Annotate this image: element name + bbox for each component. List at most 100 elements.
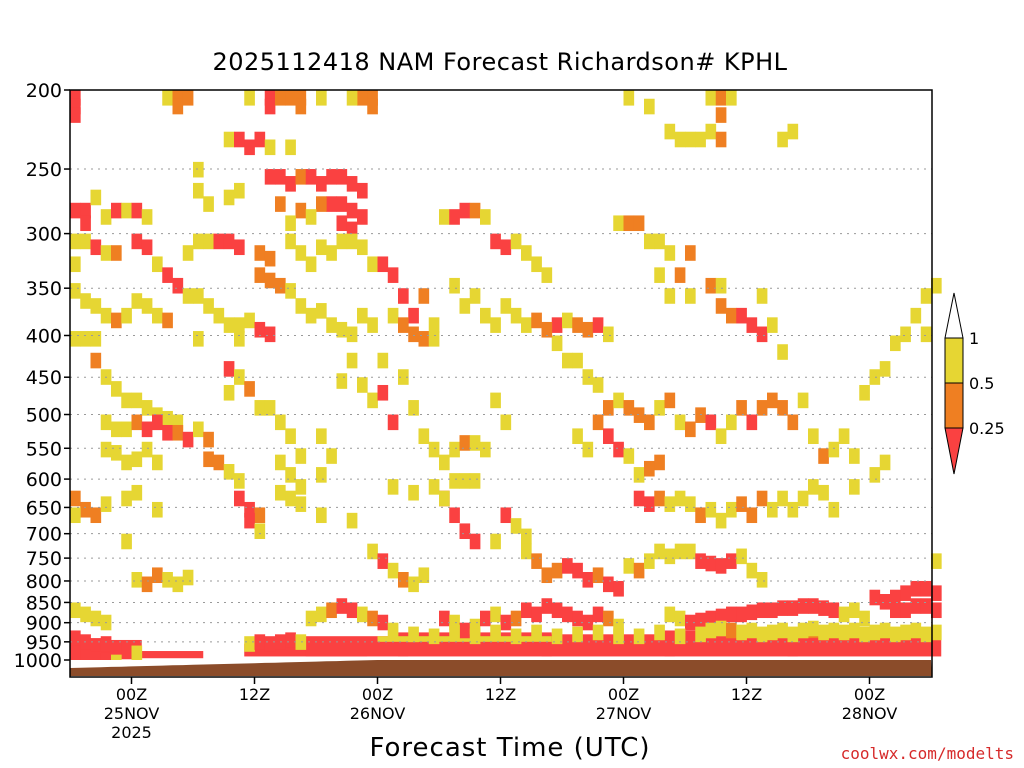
heatmap-cell	[408, 626, 419, 643]
heatmap-cell	[695, 626, 706, 643]
heatmap-cell	[275, 90, 286, 106]
heatmap-cell	[818, 624, 829, 641]
heatmap-cell	[428, 441, 440, 458]
x-tick-label: 00Z	[608, 685, 639, 704]
heatmap-cell	[439, 454, 450, 471]
heatmap-cell	[879, 361, 891, 377]
heatmap-cell	[152, 256, 163, 273]
credit-link[interactable]: coolwx.com/modelts	[840, 744, 1014, 763]
heatmap-cell	[295, 448, 307, 464]
heatmap-cell	[70, 90, 81, 106]
heatmap-cell	[305, 610, 317, 627]
heatmap-cell	[500, 298, 512, 314]
heatmap-cell	[551, 628, 563, 645]
heatmap-cell	[172, 277, 184, 294]
heatmap-cell	[510, 233, 522, 250]
heatmap-cell	[469, 288, 481, 304]
heatmap-cell	[100, 652, 112, 660]
y-tick-label: 1000	[14, 650, 62, 672]
x-tick-label: 12Z	[239, 685, 270, 704]
heatmap-cell	[449, 624, 460, 641]
heatmap-cell	[193, 161, 204, 178]
heatmap-cell	[838, 606, 850, 623]
heatmap-cell	[100, 307, 112, 324]
heatmap-cell	[818, 448, 829, 464]
heatmap-cell	[182, 288, 194, 304]
heatmap-cell	[736, 606, 747, 623]
heatmap-cell	[70, 202, 81, 219]
heatmap-cell	[398, 572, 409, 588]
heatmap-cell	[223, 361, 235, 377]
heatmap-cell	[223, 464, 235, 480]
heatmap-cell	[285, 176, 296, 192]
heatmap-cell	[285, 490, 296, 507]
legend-swatch	[944, 382, 964, 429]
heatmap-cell	[70, 283, 81, 299]
heatmap-cell	[644, 553, 655, 569]
heatmap-cell	[695, 131, 706, 148]
y-tick-label: 850	[26, 592, 62, 614]
heatmap-cell	[111, 245, 122, 261]
heatmap-cell	[131, 202, 143, 219]
heatmap-cell	[387, 267, 399, 283]
heatmap-cell	[920, 288, 932, 304]
heatmap-cell	[70, 490, 81, 507]
heatmap-cell	[592, 414, 604, 431]
heatmap-cell	[890, 335, 901, 352]
heatmap-cell	[203, 298, 214, 314]
heatmap-cell	[654, 233, 665, 250]
heatmap-cell	[531, 553, 542, 569]
heatmap-cell	[193, 182, 204, 199]
heatmap-cell	[223, 131, 235, 148]
heatmap-cell	[644, 233, 655, 250]
heatmap-cell	[367, 610, 378, 627]
heatmap-cell	[613, 580, 624, 597]
heatmap-cell	[510, 518, 522, 534]
heatmap-cell	[367, 543, 378, 560]
heatmap-cell	[500, 507, 512, 524]
heatmap-cell	[931, 277, 942, 294]
heatmap-cell	[777, 622, 788, 639]
heatmap-cell	[244, 381, 255, 397]
heatmap-cell	[654, 490, 665, 507]
heatmap-cell	[849, 622, 860, 639]
heatmap-cell	[797, 622, 809, 639]
heatmap-cell	[131, 414, 143, 431]
heatmap-cell	[746, 604, 758, 621]
heatmap-cell	[141, 209, 153, 225]
heatmap-cell	[551, 562, 563, 579]
heatmap-cell	[70, 107, 81, 123]
heatmap-cell	[592, 624, 604, 641]
heatmap-cell	[90, 298, 102, 314]
y-tick-label: 650	[26, 497, 62, 519]
y-axis: 200 250 300 350 400 450 500 550 600 650 7007508008…	[14, 80, 70, 672]
heatmap-cell	[234, 490, 245, 507]
heatmap-cell	[449, 473, 460, 489]
heatmap-cell	[346, 221, 358, 238]
heatmap-cell	[90, 331, 102, 347]
heatmap-cell	[582, 441, 594, 458]
heatmap-cell	[572, 562, 583, 579]
heatmap-cell	[469, 628, 481, 645]
heatmap-cell	[152, 414, 163, 431]
heatmap-cell	[244, 312, 255, 329]
heatmap-cell	[121, 307, 132, 324]
heatmap-cell	[193, 233, 204, 250]
heatmap-cell	[326, 196, 337, 212]
heatmap-cell	[756, 626, 768, 643]
legend-label: 0.25	[969, 419, 1005, 438]
heatmap-cell	[869, 624, 881, 641]
heatmap-cell	[70, 602, 81, 619]
heatmap-cell	[90, 352, 102, 369]
heatmap-cell	[756, 602, 768, 619]
heatmap-cell	[654, 267, 665, 283]
heatmap-cell	[756, 572, 768, 588]
y-tick-label: 300	[26, 224, 62, 246]
heatmap-cell	[254, 267, 266, 283]
heatmap-cell	[777, 490, 788, 507]
heatmap-cell	[787, 501, 799, 518]
heatmap-cell	[756, 288, 768, 304]
heatmap-cell	[152, 454, 163, 471]
heatmap-cell	[623, 90, 635, 106]
heatmap-cell	[756, 326, 768, 343]
